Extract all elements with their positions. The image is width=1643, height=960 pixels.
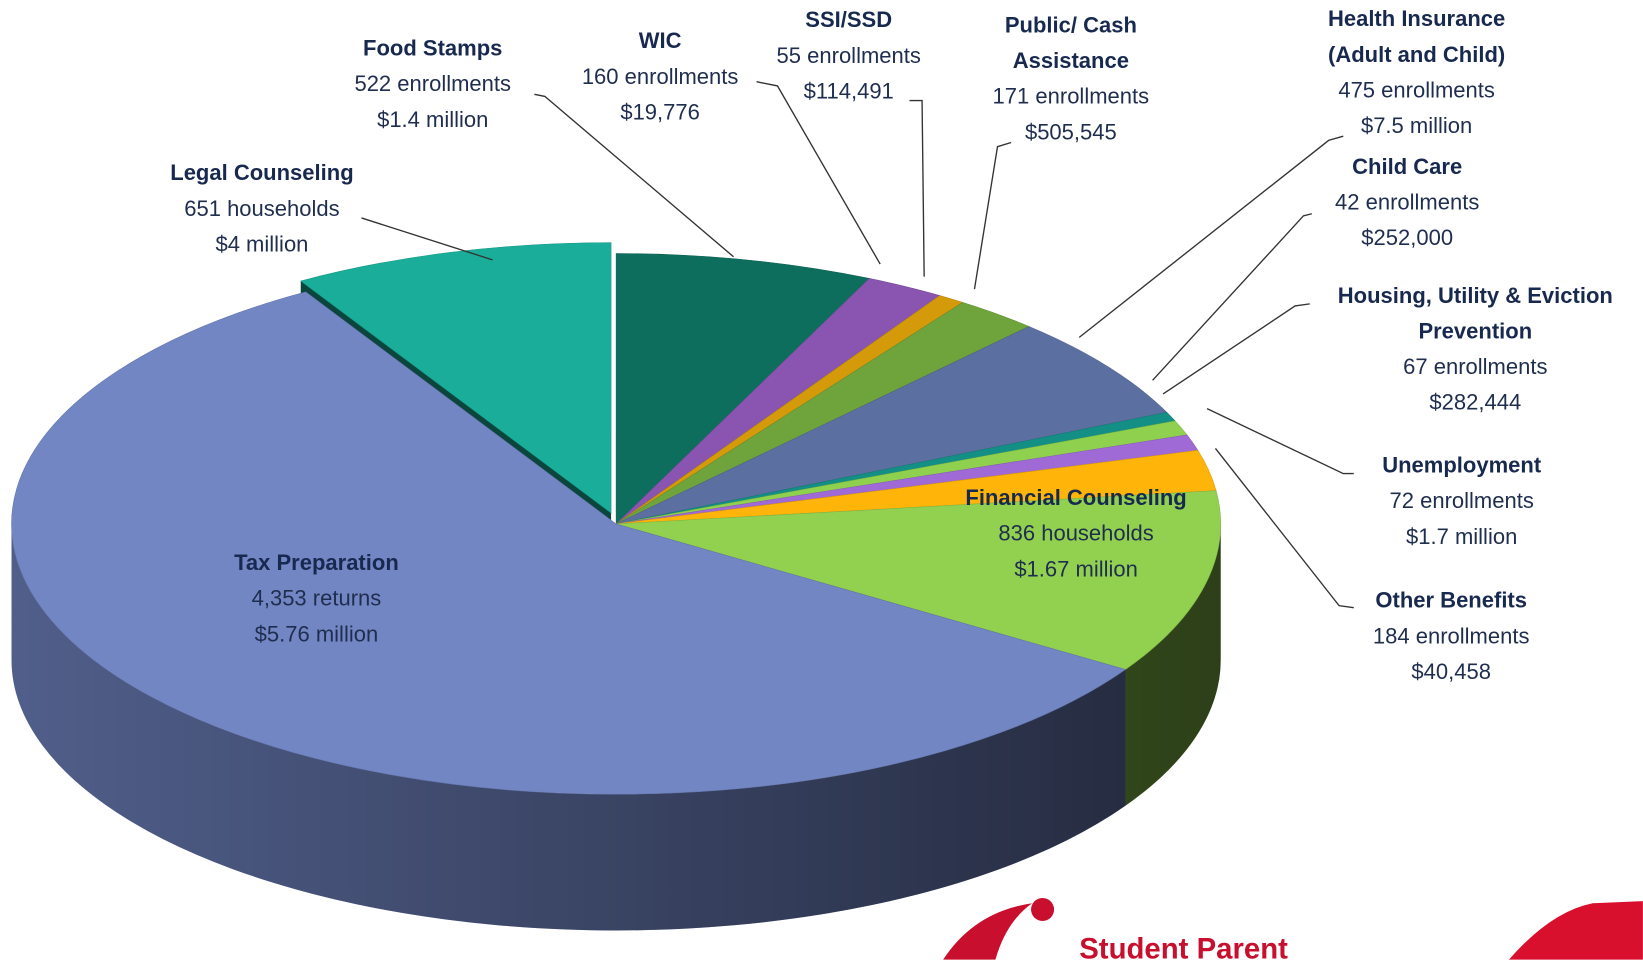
leader-line	[1152, 213, 1313, 381]
category-label: WIC	[638, 29, 682, 54]
category-label: Financial Counseling	[965, 486, 1187, 511]
slice-label: Public/ Cash Assistance 171 enrollments $5…	[966, 8, 1176, 151]
logo-mark	[943, 903, 1033, 960]
category-label: SSI/SSD	[805, 8, 893, 33]
slice	[615, 326, 1168, 525]
slice-label: Child Care 42 enrollments $252,000	[1219, 150, 1596, 257]
category-label: Unemployment	[1382, 453, 1542, 478]
amount-label: $1.4 million	[377, 107, 489, 133]
value-label: 160 enrollments	[581, 64, 739, 90]
slice-label: SSI/SSD 55 enrollments $114,491	[660, 3, 1037, 110]
slice-label: Health Insurance (Adult and Child) 475 en…	[1304, 2, 1529, 145]
leader-line	[361, 217, 493, 261]
value-label: 72 enrollments	[1389, 489, 1534, 514]
slice-label: Tax Preparation 4,353 returns $5.76 millio…	[128, 546, 505, 653]
value-label: 651 households	[184, 196, 340, 222]
leader-line	[756, 81, 881, 265]
slice	[11, 291, 1127, 795]
slice	[300, 242, 612, 514]
leader-line	[909, 99, 925, 277]
slice-label: Food Stamps 522 enrollments $1.4 million	[244, 31, 621, 138]
category-label: Health Insurance (Adult and Child)	[1327, 7, 1506, 68]
amount-label: $282,444	[1429, 390, 1522, 415]
leader-line	[973, 141, 1012, 290]
category-label: Public/ Cash Assistance	[1004, 13, 1137, 74]
leader-line	[1206, 408, 1354, 475]
category-label: Housing, Utility & Eviction Prevention	[1337, 283, 1613, 344]
leader-line	[1214, 448, 1354, 609]
slice-label: WIC 160 enrollments $19,776	[472, 24, 849, 131]
amount-label: $252,000	[1361, 226, 1454, 251]
leader-line	[1078, 135, 1344, 338]
slice-label: Unemployment 72 enrollments $1.7 million	[1273, 448, 1643, 555]
amount-label: $505,545	[1024, 120, 1117, 145]
value-label: 4,353 returns	[251, 586, 382, 611]
amount-label: $5.76 million	[254, 622, 379, 647]
category-label: Other Benefits	[1375, 588, 1528, 613]
value-label: 55 enrollments	[776, 44, 921, 69]
amount-label: $1.67 million	[1014, 557, 1138, 582]
amount-label: $114,491	[803, 79, 894, 104]
logo-mark	[1031, 897, 1055, 922]
slice	[615, 253, 870, 525]
value-label: 475 enrollments	[1338, 78, 1495, 103]
logo-mark	[1508, 901, 1643, 960]
slice-label: Legal Counseling 651 households $4 million	[73, 156, 450, 263]
leader-line	[534, 93, 734, 258]
slice-label: Housing, Utility & Eviction Prevention 67…	[1302, 279, 1643, 422]
category-label: Legal Counseling	[170, 161, 354, 186]
leader-line	[1162, 303, 1310, 395]
amount-label: $19,776	[620, 100, 700, 125]
amount-label: $7.5 million	[1360, 114, 1473, 139]
value-label: 184 enrollments	[1372, 624, 1530, 649]
amount-label: $40,458	[1411, 660, 1491, 685]
slice-label: Financial Counseling 836 households $1.67 …	[887, 481, 1264, 588]
logo-text: Student Parent	[1079, 932, 1288, 960]
amount-label: $4 million	[215, 232, 309, 257]
amount-label: $1.7 million	[1406, 524, 1518, 550]
category-label: Food Stamps	[363, 36, 503, 61]
value-label: 522 enrollments	[354, 72, 512, 97]
value-label: 67 enrollments	[1403, 355, 1548, 380]
value-label: 836 households	[998, 521, 1154, 546]
slice	[616, 490, 1221, 670]
value-label: 42 enrollments	[1335, 190, 1480, 215]
category-label: Tax Preparation	[234, 551, 399, 576]
slice-label: Other Benefits 184 enrollments $40,458	[1263, 584, 1640, 691]
category-label: Child Care	[1352, 155, 1463, 180]
value-label: 171 enrollments	[992, 84, 1150, 109]
